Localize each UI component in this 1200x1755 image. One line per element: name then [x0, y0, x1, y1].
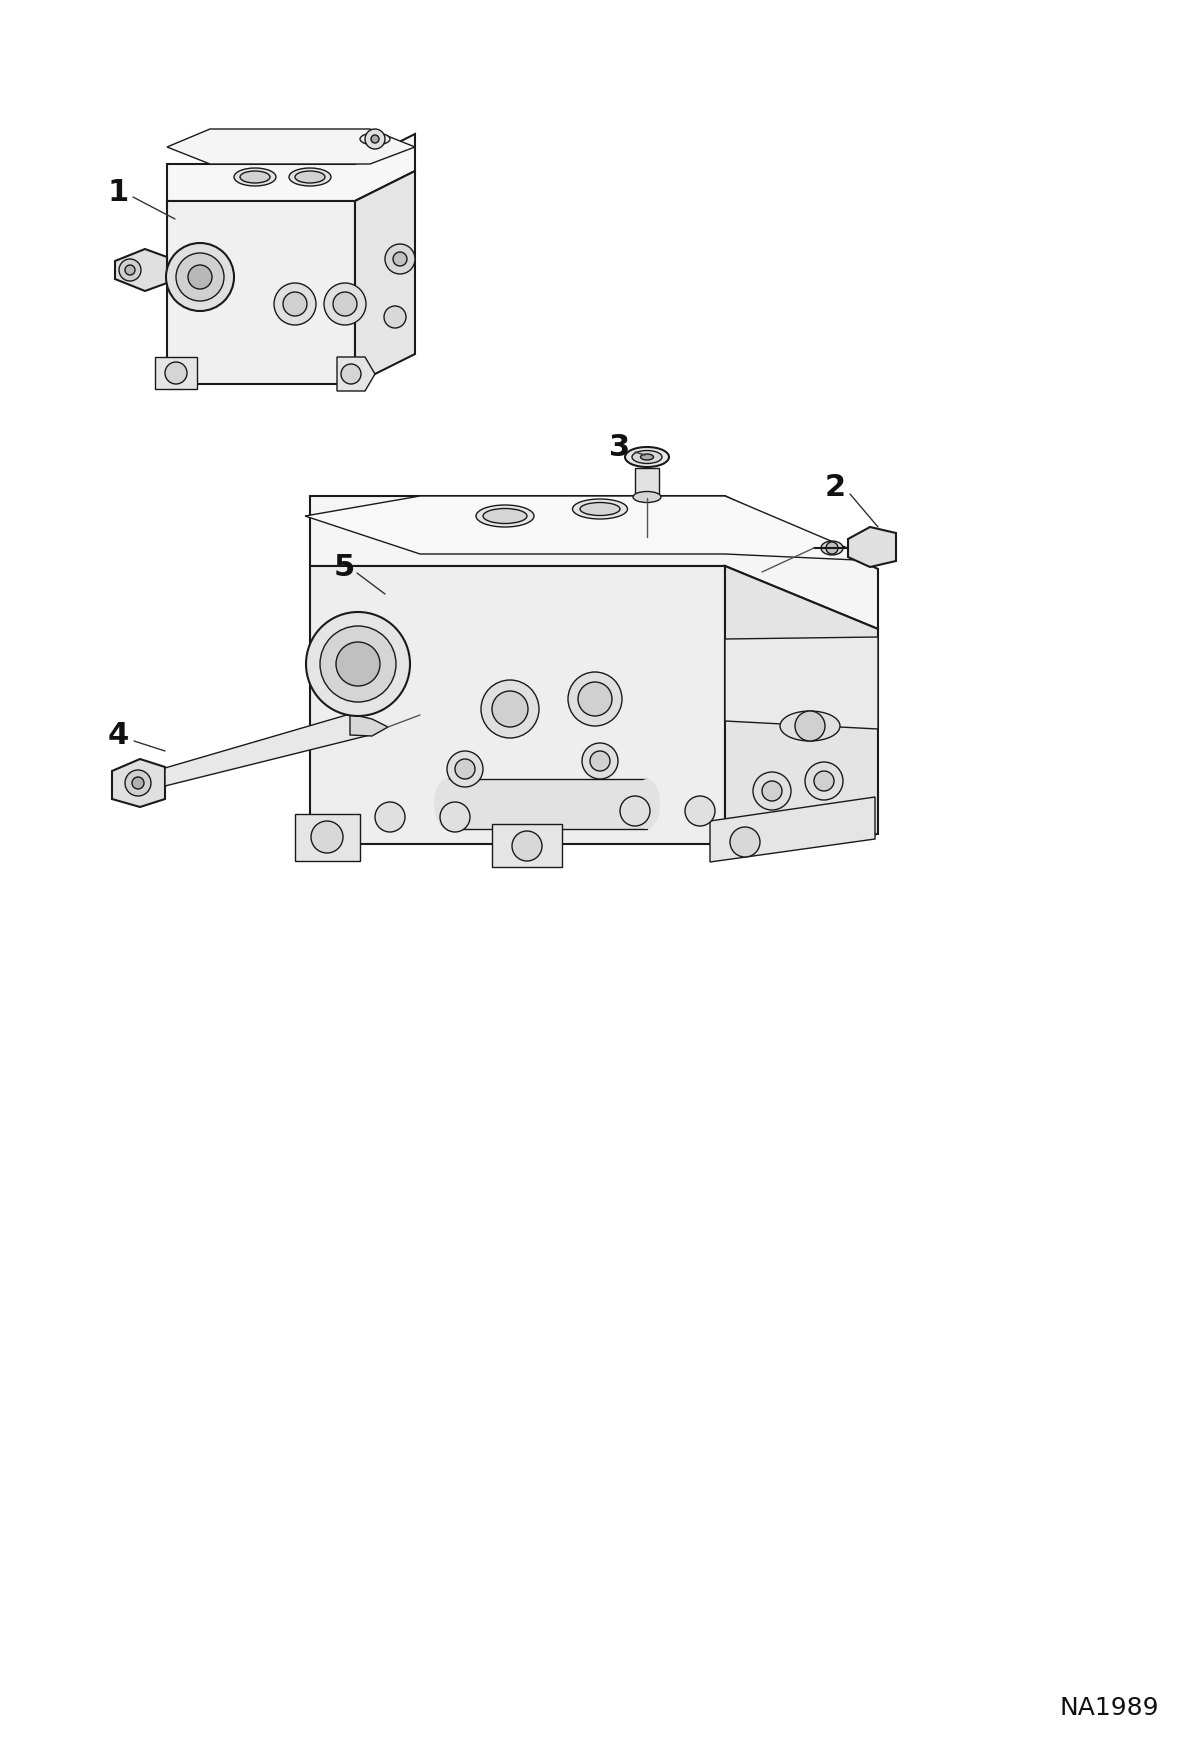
Circle shape	[324, 284, 366, 326]
Circle shape	[448, 751, 484, 788]
Circle shape	[376, 802, 406, 832]
Circle shape	[455, 760, 475, 779]
Ellipse shape	[780, 711, 840, 742]
Polygon shape	[355, 172, 415, 384]
Circle shape	[188, 265, 212, 290]
Circle shape	[685, 797, 715, 827]
Polygon shape	[337, 358, 376, 391]
Circle shape	[132, 777, 144, 790]
Circle shape	[166, 244, 234, 312]
Circle shape	[365, 130, 385, 149]
Text: 1: 1	[107, 177, 128, 207]
Polygon shape	[310, 497, 878, 630]
Circle shape	[311, 821, 343, 853]
Circle shape	[119, 260, 142, 283]
Text: NA1989: NA1989	[1060, 1695, 1159, 1718]
Circle shape	[805, 763, 844, 800]
Polygon shape	[448, 779, 647, 830]
Polygon shape	[112, 760, 166, 807]
Ellipse shape	[240, 172, 270, 184]
Circle shape	[582, 744, 618, 779]
Circle shape	[754, 772, 791, 811]
Ellipse shape	[360, 133, 390, 146]
Ellipse shape	[289, 168, 331, 186]
Ellipse shape	[572, 500, 628, 519]
Polygon shape	[167, 135, 415, 202]
Polygon shape	[635, 469, 659, 498]
Circle shape	[512, 832, 542, 862]
Circle shape	[578, 683, 612, 716]
Circle shape	[762, 781, 782, 802]
Ellipse shape	[821, 542, 844, 556]
Ellipse shape	[632, 451, 662, 465]
Polygon shape	[710, 797, 875, 862]
Ellipse shape	[634, 491, 661, 504]
Polygon shape	[167, 202, 355, 384]
Polygon shape	[725, 567, 878, 844]
Polygon shape	[492, 825, 562, 867]
Circle shape	[283, 293, 307, 318]
Text: 3: 3	[610, 432, 630, 462]
Ellipse shape	[482, 509, 527, 525]
Circle shape	[814, 772, 834, 792]
Circle shape	[394, 253, 407, 267]
Text: 2: 2	[824, 472, 846, 502]
Circle shape	[334, 293, 358, 318]
Text: 4: 4	[107, 721, 128, 749]
Ellipse shape	[234, 168, 276, 186]
Polygon shape	[848, 528, 896, 567]
Polygon shape	[310, 567, 725, 844]
Circle shape	[274, 284, 316, 326]
Circle shape	[440, 802, 470, 832]
Ellipse shape	[580, 504, 620, 516]
Circle shape	[481, 681, 539, 739]
Circle shape	[492, 691, 528, 728]
Circle shape	[341, 365, 361, 384]
Polygon shape	[725, 637, 878, 730]
Ellipse shape	[634, 779, 660, 830]
Circle shape	[371, 135, 379, 144]
Circle shape	[730, 828, 760, 858]
Circle shape	[176, 254, 224, 302]
Circle shape	[620, 797, 650, 827]
Circle shape	[320, 627, 396, 702]
Circle shape	[306, 612, 410, 716]
Circle shape	[590, 751, 610, 772]
Polygon shape	[350, 714, 388, 737]
Text: 5: 5	[334, 553, 355, 583]
Circle shape	[826, 542, 838, 555]
Circle shape	[384, 307, 406, 328]
Ellipse shape	[476, 505, 534, 528]
Polygon shape	[295, 814, 360, 862]
Ellipse shape	[434, 779, 460, 830]
Ellipse shape	[295, 172, 325, 184]
Circle shape	[125, 265, 136, 276]
Circle shape	[336, 642, 380, 686]
Circle shape	[568, 672, 622, 727]
Polygon shape	[155, 358, 197, 390]
Circle shape	[796, 711, 826, 742]
Circle shape	[125, 770, 151, 797]
Ellipse shape	[641, 455, 654, 462]
Polygon shape	[115, 249, 167, 291]
Polygon shape	[166, 714, 370, 786]
Polygon shape	[167, 130, 415, 165]
Circle shape	[385, 246, 415, 276]
Ellipse shape	[625, 448, 670, 469]
Polygon shape	[305, 497, 878, 562]
Circle shape	[166, 363, 187, 384]
